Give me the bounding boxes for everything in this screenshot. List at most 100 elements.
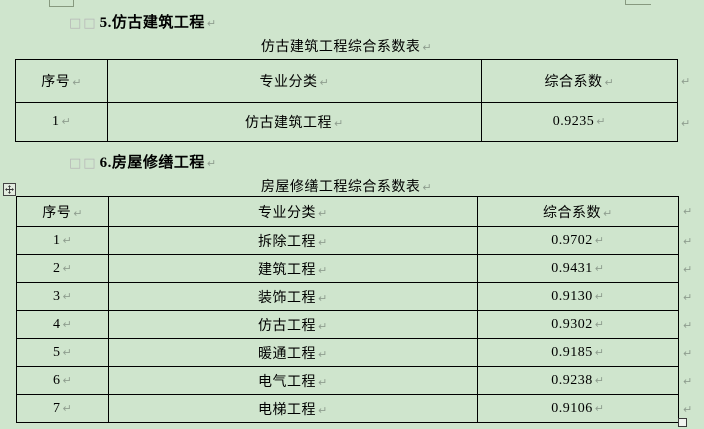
table-row: 3 ↵ 装饰工程 ↵ 0.9130 ↵ [15, 282, 680, 311]
paragraph-mark: ↵ [62, 261, 73, 275]
paragraph-mark: ↵ [422, 181, 433, 194]
cell-text: 序号 [42, 205, 72, 221]
cell-text: 装饰工程 [258, 290, 317, 306]
row-end-mark: ↵ [683, 205, 693, 218]
cell-text: 建筑工程 [258, 262, 317, 278]
row-end-mark: ↵ [681, 74, 691, 88]
cell-text: 序号 [41, 75, 71, 90]
title-text: 房屋修缮工程综合系数表 [260, 180, 421, 195]
paragraph-mark: ↵ [334, 117, 344, 130]
paragraph-mark: ↵ [62, 345, 73, 359]
paragraph-mark: ↵ [594, 345, 605, 359]
table-resize-handle[interactable] [678, 418, 687, 427]
paragraph-mark: ↵ [594, 401, 605, 415]
paragraph-mark: ↵ [62, 401, 73, 415]
paragraph-mark: ↵ [318, 206, 328, 220]
paragraph-mark: ↵ [73, 206, 83, 220]
table-cell[interactable]: 暖通工程 ↵ [108, 338, 478, 367]
table-cell[interactable]: 7 ↵ [15, 394, 110, 423]
paragraph-mark: ↵ [596, 115, 606, 128]
cell-text: 专业分类 [259, 75, 318, 90]
table-cell[interactable]: 拆除工程 ↵ [108, 226, 478, 255]
row-end-mark: ↵ [681, 116, 691, 130]
table-header-row: 序号 ↵ 专业分类 ↵ 综合系数 ↵ [15, 196, 680, 227]
heading-section-6[interactable]: □□ 6.房屋修缮工程 ↵ [69, 151, 217, 172]
cell-text: 3 [52, 288, 61, 304]
header-cell[interactable]: 综合系数 ↵ [476, 196, 680, 227]
cell-text: 仿古工程 [258, 318, 317, 334]
table-move-handle[interactable] [3, 183, 16, 196]
cell-text: 0.9185 [551, 344, 593, 360]
row-end-mark: ↵ [683, 318, 693, 332]
header-cell[interactable]: 序号 ↵ [14, 59, 109, 103]
table-cell[interactable]: 电气工程 ↵ [108, 366, 478, 395]
table-row: 6 ↵ 电气工程 ↵ 0.9238 ↵ [15, 366, 680, 395]
table-row: 2 ↵ 建筑工程 ↵ 0.9431 ↵ [15, 254, 680, 283]
paragraph-mark: ↵ [62, 233, 73, 247]
paragraph-mark: ↵ [594, 233, 605, 247]
paragraph-mark: ↵ [318, 235, 328, 249]
cell-text: 1 [52, 232, 61, 248]
table-cell[interactable]: 0.9238 ↵ [476, 366, 680, 395]
heading-text: 5.仿古建筑工程 [99, 15, 205, 31]
cell-text: 0.9302 [551, 316, 593, 332]
cell-text: 0.9431 [551, 260, 593, 276]
cell-text: 电梯工程 [258, 402, 317, 418]
cell-text: 专业分类 [258, 205, 317, 221]
header-cell[interactable]: 专业分类 ↵ [107, 59, 482, 103]
table-cell[interactable]: 0.9702 ↵ [476, 226, 680, 255]
table-cell[interactable]: 0.9185 ↵ [476, 338, 680, 367]
header-cell[interactable]: 序号 ↵ [15, 196, 110, 227]
four-way-arrow-icon [5, 185, 14, 194]
table-cell[interactable]: 2 ↵ [15, 254, 110, 283]
table-cell[interactable]: 0.9302 ↵ [476, 310, 680, 339]
paragraph-mark: ↵ [318, 403, 328, 417]
paragraph-mark: ↵ [62, 373, 73, 387]
row-end-mark: ↵ [683, 402, 693, 416]
table-cell[interactable]: 0.9431 ↵ [476, 254, 680, 283]
paragraph-mark: ↵ [62, 289, 73, 303]
table-cell[interactable]: 0.9235 ↵ [480, 102, 679, 142]
paragraph-mark: ↵ [318, 347, 328, 361]
row-end-mark: ↵ [683, 290, 693, 304]
table-cell[interactable]: 仿古建筑工程 ↵ [107, 102, 482, 142]
table-1-title[interactable]: 仿古建筑工程综合系数表 ↵ [15, 36, 678, 56]
cell-text: 综合系数 [542, 205, 601, 221]
table-cell[interactable]: 1 ↵ [14, 102, 109, 142]
table-cell[interactable]: 4 ↵ [15, 310, 110, 339]
heading-section-5[interactable]: □□ 5.仿古建筑工程 ↵ [69, 11, 217, 32]
row-end-mark: ↵ [683, 346, 693, 360]
paragraph-mark: ↵ [604, 76, 615, 89]
table-cell[interactable]: 电梯工程 ↵ [108, 394, 478, 423]
paragraph-mark: ↵ [422, 41, 433, 54]
previous-table-remnant-right [625, 0, 651, 5]
heading-text: 6.房屋修缮工程 [99, 155, 205, 171]
cell-text: 拆除工程 [258, 234, 317, 250]
table-cell[interactable]: 仿古工程 ↵ [108, 310, 478, 339]
header-cell[interactable]: 专业分类 ↵ [108, 196, 478, 227]
table-cell[interactable]: 建筑工程 ↵ [108, 254, 478, 283]
paragraph-mark: ↵ [206, 157, 217, 170]
table-cell[interactable]: 5 ↵ [15, 338, 110, 367]
header-cell[interactable]: 综合系数 ↵ [480, 59, 679, 103]
table-cell[interactable]: 1 ↵ [15, 226, 110, 255]
table-cell[interactable]: 0.9130 ↵ [476, 282, 680, 311]
table-cell[interactable]: 6 ↵ [15, 366, 110, 395]
cell-text: 综合系数 [544, 75, 603, 90]
cell-text: 7 [52, 400, 61, 416]
table-2-title[interactable]: 房屋修缮工程综合系数表 ↵ [15, 176, 678, 196]
table-cell[interactable]: 装饰工程 ↵ [108, 282, 478, 311]
paragraph-mark: ↵ [61, 115, 72, 128]
paragraph-mark: ↵ [318, 263, 328, 277]
table-cell[interactable]: 0.9106 ↵ [476, 394, 680, 423]
coefficient-table-antique-architecture: 序号 ↵ 专业分类 ↵ 综合系数 ↵ 1 ↵ 仿古建筑工程 ↵ 0.9235 ↵ [14, 59, 679, 142]
cell-text: 5 [52, 344, 61, 360]
table-cell[interactable]: 3 ↵ [15, 282, 110, 311]
cell-text: 6 [52, 372, 61, 388]
table-2-row-end-marks: ↵ ↵ ↵ ↵ ↵ ↵ ↵ ↵ [683, 196, 692, 423]
paragraph-mark: ↵ [594, 289, 605, 303]
table-1-row-end-marks: ↵ ↵ [681, 59, 690, 143]
paragraph-mark: ↵ [594, 261, 605, 275]
table-header-row: 序号 ↵ 专业分类 ↵ 综合系数 ↵ [14, 59, 679, 103]
